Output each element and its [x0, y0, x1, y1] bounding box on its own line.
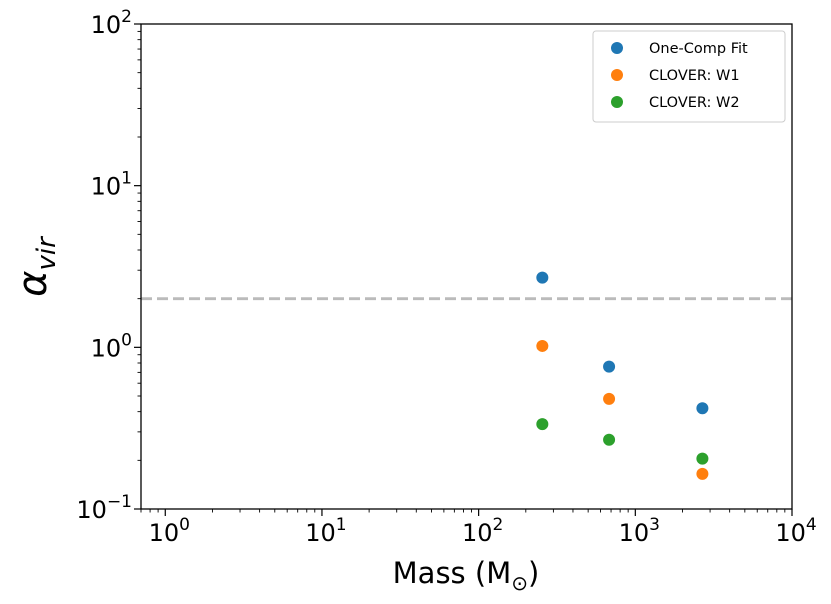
- legend-marker: [611, 42, 623, 54]
- y-tick-label-base: 10: [91, 173, 122, 201]
- x-tick-label: 101: [305, 515, 346, 547]
- x-tick-label-base: 10: [305, 519, 336, 547]
- data-point-series-2: [603, 433, 616, 446]
- y-tick-label-base: 10: [91, 334, 122, 362]
- x-tick-label: 102: [462, 515, 503, 547]
- data-point-series-2: [696, 452, 709, 465]
- y-axis-label-symbol: α: [10, 270, 56, 296]
- legend-label: CLOVER: W2: [649, 95, 740, 111]
- data-point-series-1: [603, 392, 616, 405]
- x-axis-label-sub: ⊙: [511, 571, 528, 595]
- legend-label: CLOVER: W1: [649, 68, 740, 84]
- y-tick-label-exp: −1: [107, 492, 132, 512]
- legend-box: [592, 30, 786, 123]
- legend: One-Comp Fit CLOVER: W1 CLOVER: W2: [592, 30, 786, 123]
- data-point-series-1: [536, 339, 549, 352]
- x-axis-label-main: Mass (M: [393, 556, 512, 590]
- x-tick-label-exp: 3: [649, 515, 660, 535]
- x-tick-label-exp: 0: [179, 515, 190, 535]
- x-tick-label: 100: [149, 515, 190, 547]
- y-tick-label: 101: [91, 169, 132, 201]
- data-point-series-0: [603, 360, 616, 373]
- y-tick-label: 102: [91, 7, 132, 39]
- x-tick-label-exp: 4: [806, 515, 817, 535]
- y-tick-label-base: 10: [91, 11, 122, 39]
- data-point-series-0: [536, 271, 549, 284]
- y-tick-label-exp: 2: [121, 7, 132, 27]
- y-tick-label-exp: 1: [121, 169, 132, 189]
- x-tick-label-base: 10: [149, 519, 180, 547]
- y-tick-label: 100: [91, 330, 132, 362]
- y-axis-label: αvir: [10, 235, 62, 297]
- x-tick-label-base: 10: [619, 519, 650, 547]
- x-tick-label-exp: 1: [336, 515, 347, 535]
- legend-label: One-Comp Fit: [649, 41, 748, 57]
- x-tick-label-base: 10: [462, 519, 493, 547]
- y-axis-label-sub: vir: [32, 235, 62, 271]
- x-tick-label: 104: [775, 515, 816, 547]
- legend-marker: [611, 96, 623, 108]
- x-axis-label: Mass (M⊙): [393, 556, 540, 595]
- x-tick-label-base: 10: [775, 519, 806, 547]
- y-tick-label-base: 10: [76, 496, 107, 524]
- x-tick-label-exp: 2: [492, 515, 503, 535]
- data-point-series-2: [536, 418, 549, 431]
- x-tick-label: 103: [619, 515, 660, 547]
- x-axis-label-close: ): [528, 556, 539, 590]
- y-tick-label-exp: 0: [121, 330, 132, 350]
- plot-area-frame: [140, 23, 793, 510]
- data-point-series-0: [696, 402, 709, 415]
- data-point-series-1: [696, 467, 709, 480]
- legend-marker: [611, 69, 623, 81]
- y-tick-label: 10−1: [76, 492, 132, 524]
- legend-items: One-Comp Fit CLOVER: W1 CLOVER: W2: [611, 41, 748, 111]
- x-axis-ticks: 100 101 102 103 104: [140, 509, 817, 547]
- data-points-layer: [536, 271, 709, 480]
